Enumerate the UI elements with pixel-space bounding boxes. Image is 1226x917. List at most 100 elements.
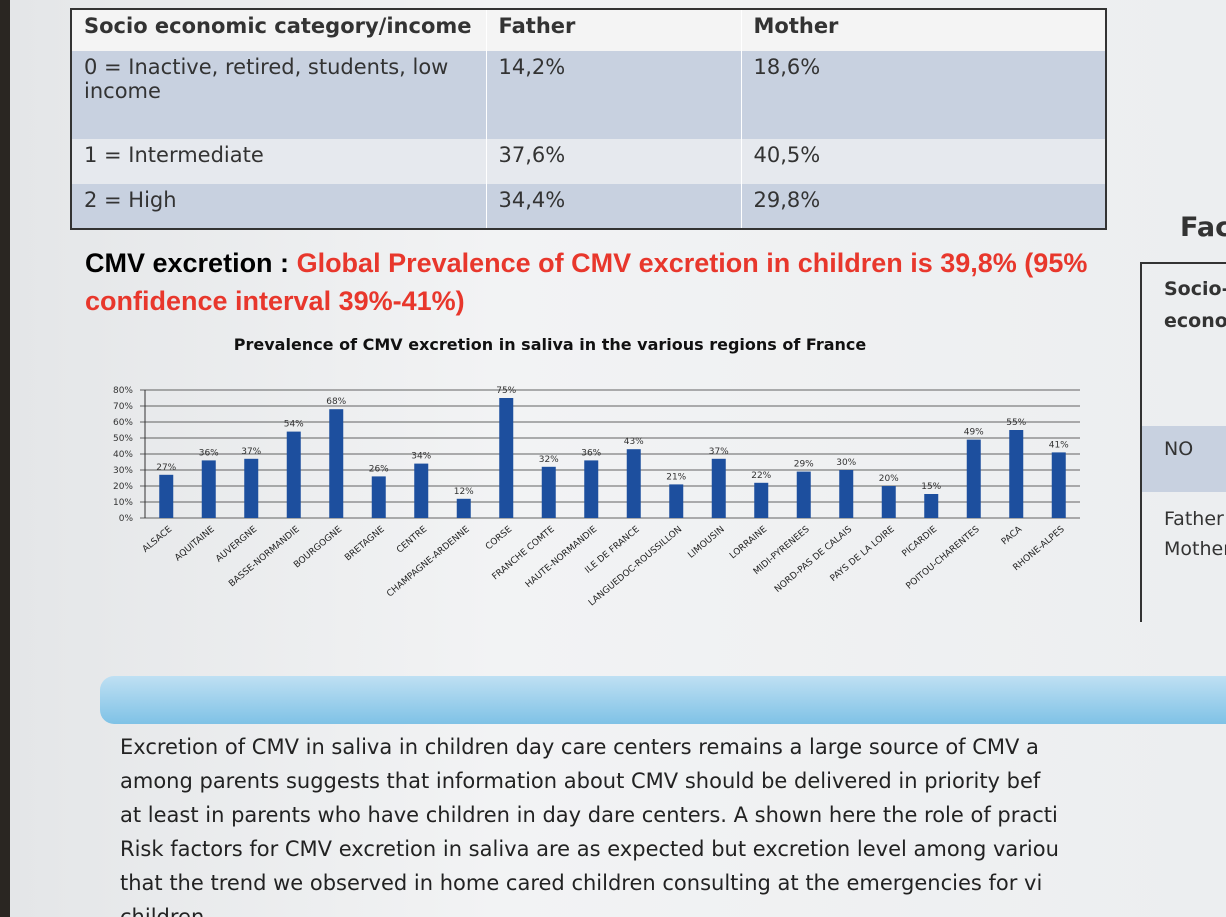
y-tick-label: 40%: [113, 450, 133, 460]
value-label: 34%: [411, 452, 431, 462]
paragraph-line: at least in parents who have children in…: [120, 798, 1226, 832]
paragraph-line: among parents suggests that information …: [120, 764, 1226, 798]
y-tick-label: 20%: [113, 482, 133, 492]
heading-label: CMV excretion :: [85, 248, 289, 278]
table-header: Socio economic category/income Father Mo…: [71, 9, 1106, 51]
side-line: Father: [1164, 508, 1224, 530]
bar: [627, 449, 641, 518]
x-tick-label: NORD-PAS DE CALAIS: [773, 524, 854, 595]
bar: [1009, 430, 1023, 518]
value-label: 75%: [496, 386, 516, 396]
cell: 37,6%: [486, 139, 741, 184]
bar: [797, 472, 811, 518]
cell: 40,5%: [741, 139, 1106, 184]
x-tick-label: PACA: [1000, 524, 1025, 547]
y-tick-label: 80%: [113, 386, 133, 396]
poster: Socio economic category/income Father Mo…: [10, 0, 1226, 917]
value-label: 26%: [369, 464, 389, 474]
bar: [372, 476, 386, 518]
y-tick-label: 0%: [119, 514, 134, 524]
bar: [159, 475, 173, 518]
header-cell: Mother: [741, 9, 1106, 51]
value-label: 21%: [666, 472, 686, 482]
banner: [100, 676, 1226, 724]
bar: [1052, 452, 1066, 518]
bar: [457, 499, 471, 518]
bar: [287, 432, 301, 518]
x-tick-label: POITOU-CHARENTES: [904, 524, 981, 591]
bar: [329, 409, 343, 518]
value-label: 37%: [241, 447, 261, 457]
cell: 0 = Inactive, retired, students, low inc…: [71, 51, 486, 139]
value-label: 68%: [326, 397, 346, 407]
y-tick-label: 70%: [113, 402, 133, 412]
bar: [414, 464, 428, 518]
bar: [542, 467, 556, 518]
side-panel: Fac Socio- econo NO Father Mother: [1140, 200, 1226, 630]
table-row: 2 = High 34,4% 29,8%: [71, 184, 1106, 229]
bar: [924, 494, 938, 518]
table-row: 0 = Inactive, retired, students, low inc…: [71, 51, 1106, 139]
income-table: Socio economic category/income Father Mo…: [70, 8, 1107, 230]
value-label: 20%: [879, 474, 899, 484]
bar: [669, 484, 683, 518]
chart-title: Prevalence of CMV excretion in saliva in…: [234, 335, 867, 354]
x-tick-label: HAUTE-NORMANDIE: [524, 524, 600, 590]
x-tick-label: CHAMPAGNE-ARDENNE: [385, 524, 472, 599]
value-label: 54%: [284, 420, 304, 430]
x-tick-label: BASSE-NORMANDIE: [227, 524, 302, 589]
value-label: 37%: [709, 447, 729, 457]
paragraph-line: Excretion of CMV in saliva in children d…: [120, 730, 1226, 764]
x-tick-label: CORSE: [484, 524, 514, 552]
side-header: Socio-: [1164, 278, 1226, 300]
x-tick-label: AUVERGNE: [214, 524, 259, 564]
x-tick-label: CENTRE: [395, 524, 429, 555]
chart: Prevalence of CMV excretion in saliva in…: [10, 330, 1120, 650]
side-row-label: NO: [1164, 438, 1193, 460]
paragraph-line: Risk factors for CMV excretion in saliva…: [120, 832, 1226, 866]
value-label: 43%: [624, 437, 644, 447]
value-label: 12%: [454, 487, 474, 497]
side-line: Mother: [1164, 538, 1226, 560]
y-tick-label: 30%: [113, 466, 133, 476]
cell: 14,2%: [486, 51, 741, 139]
x-tick-label: AQUITAINE: [173, 524, 217, 563]
cell: 18,6%: [741, 51, 1106, 139]
heading: CMV excretion : Global Prevalence of CMV…: [85, 244, 1105, 320]
table-row: 1 = Intermediate 37,6% 40,5%: [71, 139, 1106, 184]
bar: [244, 459, 258, 518]
value-label: 49%: [964, 428, 984, 438]
value-label: 30%: [836, 458, 856, 468]
side-box: Socio- econo NO Father Mother: [1140, 262, 1226, 622]
x-tick-label: BRETAGNE: [343, 524, 387, 563]
bar: [499, 398, 513, 518]
value-label: 15%: [921, 482, 941, 492]
value-label: 36%: [199, 448, 219, 458]
paragraph: Excretion of CMV in saliva in children d…: [120, 730, 1226, 917]
x-tick-label: PICARDIE: [901, 524, 940, 559]
y-tick-label: 60%: [113, 418, 133, 428]
bar: [839, 470, 853, 518]
cell: 1 = Intermediate: [71, 139, 486, 184]
y-tick-label: 50%: [113, 434, 133, 444]
cell: 29,8%: [741, 184, 1106, 229]
side-row: NO: [1142, 426, 1226, 492]
page: Socio economic category/income Father Mo…: [0, 0, 1226, 917]
bar: [967, 440, 981, 518]
value-label: 32%: [539, 455, 559, 465]
value-label: 22%: [751, 471, 771, 481]
paragraph-line: children: [120, 900, 1226, 917]
bar: [712, 459, 726, 518]
value-label: 27%: [156, 463, 176, 473]
bar: [202, 460, 216, 518]
value-label: 29%: [794, 460, 814, 470]
x-tick-label: LIMOUSIN: [686, 525, 726, 561]
cell: 2 = High: [71, 184, 486, 229]
side-header: econo: [1164, 310, 1226, 332]
bar: [754, 483, 768, 518]
header-cell: Father: [486, 9, 741, 51]
cell: 34,4%: [486, 184, 741, 229]
bar: [584, 460, 598, 518]
x-tick-label: LORRAINE: [728, 524, 769, 561]
y-tick-label: 10%: [113, 498, 133, 508]
